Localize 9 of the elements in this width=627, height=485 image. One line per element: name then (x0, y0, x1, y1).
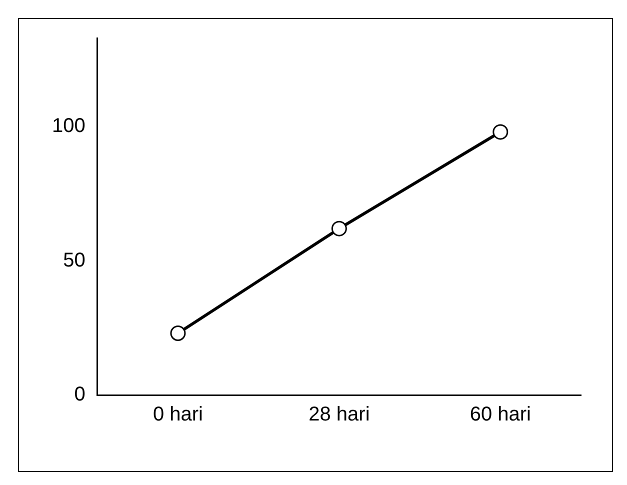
x-tick-label: 0 hari (152, 404, 203, 426)
y-tick-label: 0 (74, 384, 86, 406)
x-tick-label: 28 hari (308, 404, 370, 426)
y-tick-label: 50 (63, 249, 86, 272)
point (492, 124, 508, 140)
point (170, 326, 186, 342)
point (331, 220, 347, 236)
y-tick-label: 100 (52, 115, 86, 138)
x-tick-label: 60 hari (470, 404, 531, 426)
